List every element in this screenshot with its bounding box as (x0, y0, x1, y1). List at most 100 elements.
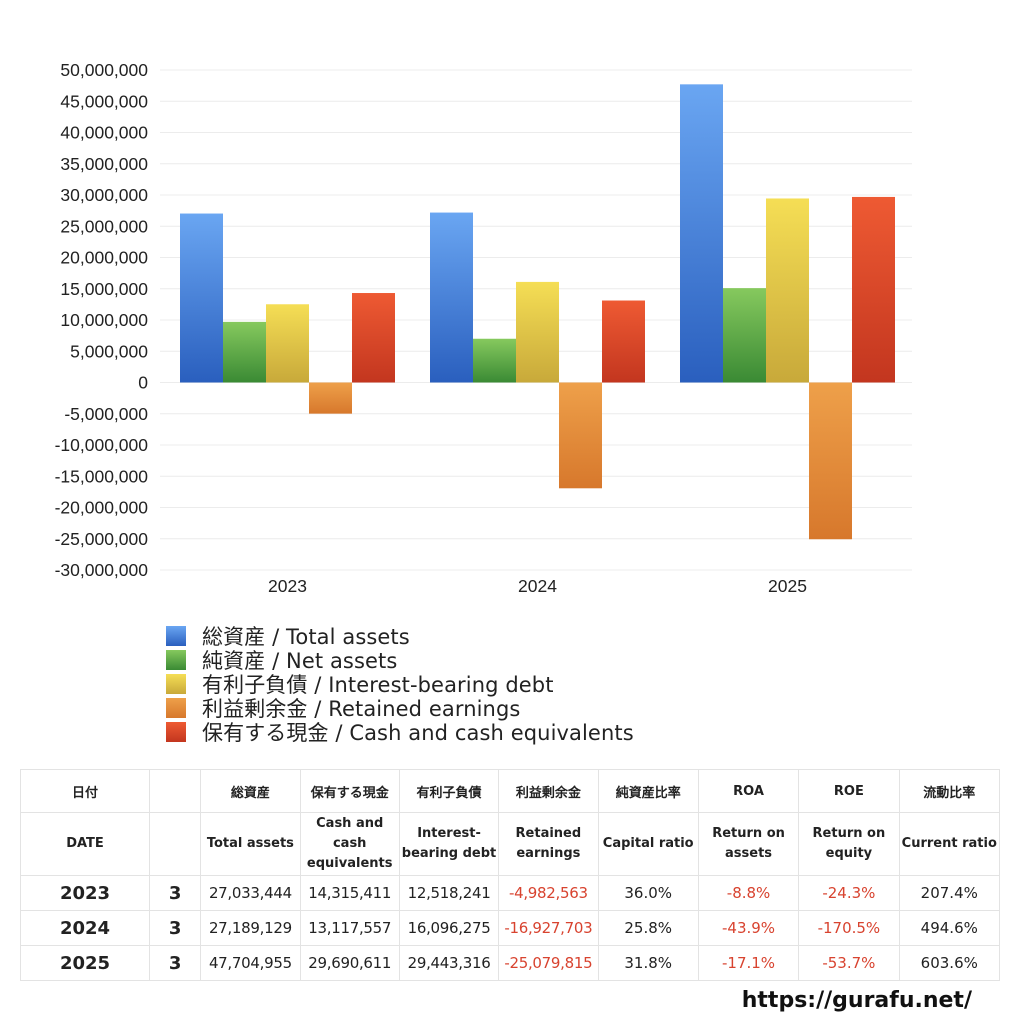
legend-item-cash: 保有する現金 / Cash and cash equivalents (166, 720, 634, 745)
x-tick-label: 2023 (268, 576, 307, 596)
x-tick-label: 2024 (518, 576, 557, 596)
y-tick-label: 10,000,000 (60, 310, 148, 330)
legend-item-retained-earnings: 利益剰余金 / Retained earnings (166, 696, 634, 721)
cell-year: 2023 (19, 875, 151, 911)
legend-item-interest-bearing-debt: 有利子負債 / Interest-bearing debt (166, 672, 634, 697)
x-tick-label: 2025 (768, 576, 807, 596)
y-tick-label: 0 (138, 373, 148, 393)
cell-month: 3 (149, 910, 202, 946)
table-row: 2025 3 47,704,955 29,690,611 29,443,316 … (19, 945, 1001, 981)
header-retained-jp: 利益剰余金 (498, 769, 599, 813)
header-retained-en: Retained earnings (498, 812, 599, 876)
cell-roa: -8.8% (697, 875, 800, 911)
cell-debt: 12,518,241 (398, 875, 500, 911)
chart-bars (180, 84, 895, 540)
header-cash-jp: 保有する現金 (299, 769, 400, 813)
cell-current-ratio: 603.6% (898, 945, 1001, 981)
cell-total-assets: 27,189,129 (200, 910, 301, 946)
y-tick-label: -10,000,000 (55, 435, 149, 455)
bar (352, 293, 395, 383)
legend-item-net-assets: 純資産 / Net assets (166, 648, 634, 673)
cell-year: 2024 (19, 910, 151, 946)
bar (602, 300, 645, 383)
bar (809, 382, 852, 540)
cell-total-assets: 47,704,955 (200, 945, 301, 981)
legend-swatch-interest-bearing-debt (166, 674, 186, 694)
cell-roa: -17.1% (697, 945, 800, 981)
y-tick-label: -5,000,000 (64, 404, 148, 424)
table-header-english: DATE Total assets Cash and cash equivale… (19, 812, 1001, 876)
bar (559, 382, 602, 489)
cell-debt: 29,443,316 (398, 945, 500, 981)
legend-label-retained-earnings: 利益剰余金 / Retained earnings (202, 697, 521, 721)
cell-cash: 29,690,611 (299, 945, 400, 981)
y-axis-ticks: 50,000,000 45,000,000 40,000,000 35,000,000… (55, 60, 149, 580)
cell-debt: 16,096,275 (398, 910, 500, 946)
bar (852, 196, 895, 383)
header-debt-jp: 有利子負債 (398, 769, 500, 813)
y-tick-label: 30,000,000 (60, 185, 148, 205)
y-tick-label: 25,000,000 (60, 216, 148, 236)
cell-cash: 13,117,557 (299, 910, 400, 946)
bar (516, 281, 559, 383)
y-tick-label: 5,000,000 (70, 341, 148, 361)
header-current-ratio-jp: 流動比率 (898, 769, 1001, 813)
bar (430, 212, 473, 383)
header-debt-en: Interest-bearing debt (398, 812, 500, 876)
header-current-ratio-en: Current ratio (898, 812, 1001, 876)
bar (223, 321, 266, 383)
y-tick-label: 35,000,000 (60, 154, 148, 174)
bar (680, 84, 723, 383)
cell-month: 3 (149, 875, 202, 911)
legend-item-total-assets: 総資産 / Total assets (166, 624, 634, 649)
table-row: 2024 3 27,189,129 13,117,557 16,096,275 … (19, 910, 1001, 946)
legend-label-net-assets: 純資産 / Net assets (202, 649, 398, 673)
cell-year: 2025 (19, 945, 151, 981)
cell-capital-ratio: 31.8% (597, 945, 699, 981)
y-tick-label: 15,000,000 (60, 279, 148, 299)
cell-retained-earnings: -25,079,815 (498, 945, 599, 981)
bar (266, 304, 309, 383)
bar (473, 338, 516, 383)
y-tick-label: -30,000,000 (55, 560, 149, 580)
cell-retained-earnings: -4,982,563 (498, 875, 599, 911)
header-roa-en: Return on assets (697, 812, 800, 876)
header-month-en (149, 812, 202, 876)
legend-swatch-cash (166, 722, 186, 742)
legend-swatch-retained-earnings (166, 698, 186, 718)
site-url-watermark: https://gurafu.net/ (741, 988, 972, 1013)
header-roe-en: Return on equity (798, 812, 900, 876)
header-cash-en: Cash and cash equivalents (299, 812, 400, 876)
cell-month: 3 (149, 945, 202, 981)
y-tick-label: 50,000,000 (60, 60, 148, 80)
chart-legend: 総資産 / Total assets 純資産 / Net assets 有利子負… (166, 624, 634, 745)
header-date-jp: 日付 (19, 769, 151, 813)
bar (309, 382, 352, 414)
bar-chart: 50,000,000 45,000,000 40,000,000 35,000,000… (55, 60, 912, 596)
cell-retained-earnings: -16,927,703 (498, 910, 599, 946)
cell-roa: -43.9% (697, 910, 800, 946)
cell-cash: 14,315,411 (299, 875, 400, 911)
header-month-jp (149, 769, 202, 813)
y-tick-label: -20,000,000 (55, 498, 149, 518)
table-row: 2023 3 27,033,444 14,315,411 12,518,241 … (19, 875, 1001, 911)
cell-capital-ratio: 25.8% (597, 910, 699, 946)
header-capital-ratio-en: Capital ratio (597, 812, 699, 876)
cell-capital-ratio: 36.0% (597, 875, 699, 911)
header-roa-jp: ROA (697, 769, 800, 813)
header-total-assets-jp: 総資産 (200, 769, 301, 813)
cell-roe: -24.3% (798, 875, 900, 911)
table-header-japanese: 日付 総資産 保有する現金 有利子負債 利益剰余金 純資産比率 ROA ROE … (19, 769, 1001, 813)
cell-current-ratio: 494.6% (898, 910, 1001, 946)
bar (766, 198, 809, 383)
legend-label-interest-bearing-debt: 有利子負債 / Interest-bearing debt (202, 673, 554, 697)
y-tick-label: -25,000,000 (55, 529, 149, 549)
cell-roe: -53.7% (798, 945, 900, 981)
y-tick-label: 40,000,000 (60, 123, 148, 143)
header-total-assets-en: Total assets (200, 812, 301, 876)
y-tick-label: 45,000,000 (60, 91, 148, 111)
bar (180, 213, 223, 383)
bar (723, 288, 766, 383)
cell-roe: -170.5% (798, 910, 900, 946)
x-axis-ticks: 2023 2024 2025 (268, 576, 807, 596)
